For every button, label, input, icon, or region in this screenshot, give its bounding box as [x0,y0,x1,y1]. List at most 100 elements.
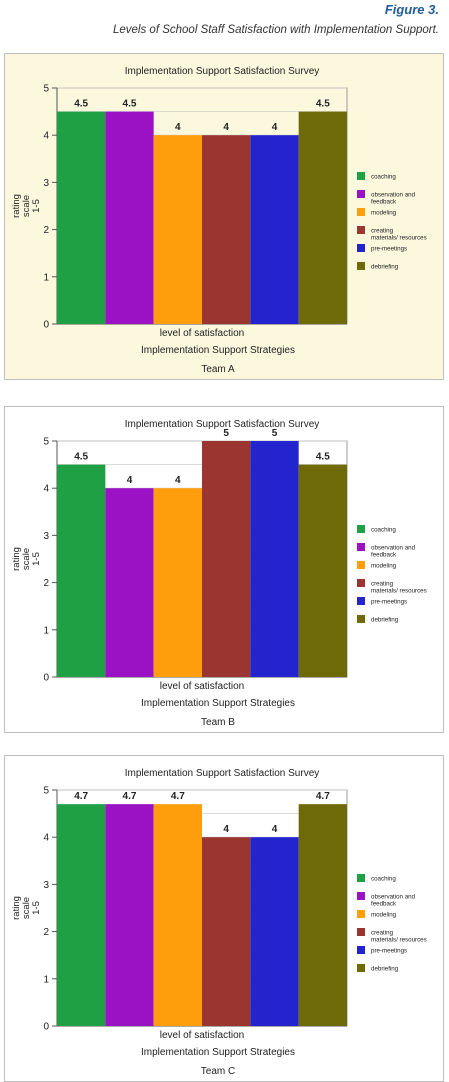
legend-label-modeling: modeling [371,912,397,919]
y-tick-label: 2 [43,578,49,589]
x-axis-label: level of satisfaction [160,1030,245,1041]
legend-swatch-pre-meetings [357,946,365,954]
bar-modeling [153,135,202,324]
bar-debriefing [298,804,347,1026]
legend-label-pre-meetings: pre-meetings [371,246,407,253]
legend-swatch-observation-and-feedback [357,543,365,551]
legend-swatch-creating-materials-resources [357,226,365,234]
y-tick-label: 3 [43,531,49,542]
legend-label-pre-meetings: pre-meetings [371,948,407,955]
team-label: Team C [201,1066,235,1077]
y-tick-label: 2 [43,927,49,938]
legend-label-observation-and-feedback: observation and feedback [371,894,416,908]
data-label-creating-materials-resources: 5 [223,428,229,439]
y-tick-label: 3 [43,880,49,891]
y-tick-label: 1 [43,974,49,985]
chart-title: Implementation Support Satisfaction Surv… [125,768,320,779]
data-label-coaching: 4.5 [74,99,88,110]
legend-label-observation-and-feedback: observation and feedback [371,545,416,559]
legend-swatch-observation-and-feedback [357,892,365,900]
legend-swatch-debriefing [357,964,365,972]
y-tick-label: 0 [43,673,49,684]
team-label: Team A [201,364,235,375]
bar-debriefing [298,464,347,677]
legend-label-pre-meetings: pre-meetings [371,599,407,606]
data-label-observation-and-feedback: 4 [127,475,133,486]
data-label-debriefing: 4.7 [316,791,330,802]
legend-swatch-pre-meetings [357,597,365,605]
data-label-observation-and-feedback: 4.5 [123,99,137,110]
chart-svg: Implementation Support Satisfaction Surv… [11,66,427,375]
data-label-pre-meetings: 4 [272,122,278,133]
chart-title: Implementation Support Satisfaction Surv… [125,66,320,77]
legend-label-modeling: modeling [371,563,397,570]
chart-svg: Implementation Support Satisfaction Surv… [11,768,427,1077]
x-axis-label: level of satisfaction [160,681,245,692]
legend-swatch-debriefing [357,262,365,270]
data-label-debriefing: 4.5 [316,99,330,110]
data-label-coaching: 4.5 [74,452,88,463]
x-axis-sublabel: Implementation Support Strategies [141,345,295,356]
legend-label-coaching: coaching [371,876,396,883]
legend-swatch-creating-materials-resources [357,928,365,936]
y-tick-label: 2 [43,225,49,236]
data-label-debriefing: 4.5 [316,452,330,463]
legend-label-coaching: coaching [371,527,396,534]
legend-swatch-observation-and-feedback [357,190,365,198]
legend-label-debriefing: debriefing [371,617,399,624]
y-tick-label: 5 [43,437,49,448]
bar-creating-materials-resources [202,135,251,324]
legend-label-modeling: modeling [371,210,397,217]
bar-creating-materials-resources [202,837,251,1026]
y-tick-label: 5 [43,786,49,797]
chart-svg: Implementation Support Satisfaction Surv… [11,419,427,728]
data-label-modeling: 4.7 [171,791,185,802]
legend-swatch-creating-materials-resources [357,579,365,587]
bar-modeling [153,804,202,1026]
legend-swatch-modeling [357,208,365,216]
data-label-pre-meetings: 4 [272,824,278,835]
y-tick-label: 4 [43,131,49,142]
x-axis-sublabel: Implementation Support Strategies [141,1047,295,1058]
x-axis-sublabel: Implementation Support Strategies [141,698,295,709]
legend-label-creating-materials-resources: creating materials/ resources [371,228,427,242]
legend-swatch-modeling [357,561,365,569]
bar-observation-and-feedback [105,488,154,677]
legend-swatch-coaching [357,172,365,180]
chart-panel-team-b: Implementation Support Satisfaction Surv… [4,406,444,733]
y-tick-label: 5 [43,84,49,95]
data-label-creating-materials-resources: 4 [223,824,229,835]
data-label-modeling: 4 [175,475,181,486]
figure-label: Figure 3. [384,2,439,17]
bar-modeling [153,488,202,677]
y-tick-label: 4 [43,484,49,495]
legend-label-coaching: coaching [371,174,396,181]
bar-coaching [57,111,106,324]
bar-debriefing [298,111,347,324]
y-tick-label: 3 [43,178,49,189]
y-axis-label: ratingscale1-5 [11,896,42,920]
legend-label-debriefing: debriefing [371,264,399,271]
y-tick-label: 1 [43,625,49,636]
chart-panel-team-c: Implementation Support Satisfaction Surv… [4,755,444,1082]
team-label: Team B [201,717,235,728]
y-tick-label: 0 [43,320,49,331]
bar-observation-and-feedback [105,804,154,1026]
y-tick-label: 1 [43,272,49,283]
y-axis-label: ratingscale1-5 [11,194,42,218]
legend-swatch-pre-meetings [357,244,365,252]
legend-swatch-debriefing [357,615,365,623]
bar-coaching [57,464,106,677]
legend-swatch-coaching [357,874,365,882]
bar-pre-meetings [250,135,299,324]
legend-swatch-coaching [357,525,365,533]
legend-label-debriefing: debriefing [371,966,399,973]
data-label-coaching: 4.7 [74,791,88,802]
bar-observation-and-feedback [105,111,154,324]
bar-creating-materials-resources [202,441,251,677]
legend-label-creating-materials-resources: creating materials/ resources [371,581,427,595]
data-label-creating-materials-resources: 4 [223,122,229,133]
y-axis-label: ratingscale1-5 [11,547,42,571]
legend-swatch-modeling [357,910,365,918]
figure-caption: Levels of School Staff Satisfaction with… [112,24,439,36]
